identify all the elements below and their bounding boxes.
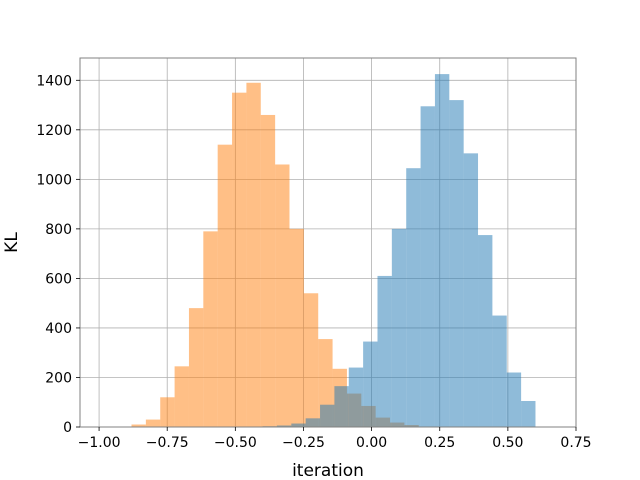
y-tick-label: 800 bbox=[45, 222, 72, 238]
histogram-bar bbox=[420, 106, 435, 428]
histogram-bar bbox=[203, 231, 218, 427]
y-axis-ticks: 0 200 400 600 800 1000 1200 1400 bbox=[36, 73, 80, 436]
histogram-bar bbox=[348, 367, 364, 427]
x-tick-label: −1.00 bbox=[78, 435, 121, 451]
x-tick-label: 0.25 bbox=[424, 435, 455, 451]
histogram-bars bbox=[131, 74, 536, 428]
plot-frame bbox=[79, 57, 577, 428]
x-tick-label: 0.00 bbox=[356, 435, 387, 451]
y-tick-label: 0 bbox=[63, 420, 72, 436]
histogram-bar bbox=[145, 419, 161, 427]
y-tick-label: 1200 bbox=[36, 123, 72, 139]
histogram-bar bbox=[406, 168, 421, 427]
histogram-bar bbox=[377, 275, 392, 427]
histogram-bar bbox=[391, 228, 407, 427]
y-axis-label: KL bbox=[2, 232, 22, 253]
histogram-bar bbox=[232, 92, 247, 427]
histogram-bar bbox=[434, 74, 450, 427]
histogram-bar bbox=[276, 425, 292, 427]
x-tick-label: 0.75 bbox=[560, 435, 591, 451]
histogram-bar bbox=[449, 100, 464, 427]
x-tick-label: −0.75 bbox=[146, 435, 189, 451]
histogram-bar bbox=[291, 423, 306, 427]
x-axis-label: iteration bbox=[292, 461, 364, 480]
histogram-bar bbox=[463, 153, 479, 427]
histogram-bar bbox=[275, 164, 290, 427]
histogram-bar bbox=[506, 372, 522, 427]
histogram-bar bbox=[334, 386, 349, 427]
histogram-bar bbox=[320, 404, 335, 427]
y-tick-label: 600 bbox=[45, 271, 72, 287]
histogram-bar bbox=[174, 366, 189, 427]
histogram-bar bbox=[260, 114, 276, 428]
histogram-bar bbox=[303, 293, 319, 427]
histogram-bar bbox=[160, 397, 175, 427]
x-tick-label: −0.25 bbox=[282, 435, 325, 451]
histogram-bar bbox=[131, 424, 146, 427]
histogram-bar bbox=[521, 400, 536, 427]
histogram-bar bbox=[246, 82, 261, 427]
y-tick-label: 400 bbox=[45, 321, 72, 337]
y-tick-label: 200 bbox=[45, 370, 72, 386]
histogram-bar bbox=[478, 235, 493, 427]
y-tick-label: 1400 bbox=[36, 73, 72, 89]
histogram-bar bbox=[305, 418, 321, 427]
x-axis-ticks: −1.00 −0.75 −0.50 −0.25 0.00 0.25 0.50 0.75 bbox=[78, 427, 592, 451]
histogram-bar bbox=[217, 144, 233, 427]
histogram-bar bbox=[492, 315, 507, 427]
histogram-bar bbox=[188, 308, 204, 427]
histogram-bar bbox=[363, 341, 378, 427]
y-tick-label: 1000 bbox=[36, 172, 72, 188]
x-tick-label: 0.50 bbox=[492, 435, 523, 451]
histogram-bar bbox=[289, 228, 304, 427]
x-tick-label: −0.50 bbox=[214, 435, 257, 451]
